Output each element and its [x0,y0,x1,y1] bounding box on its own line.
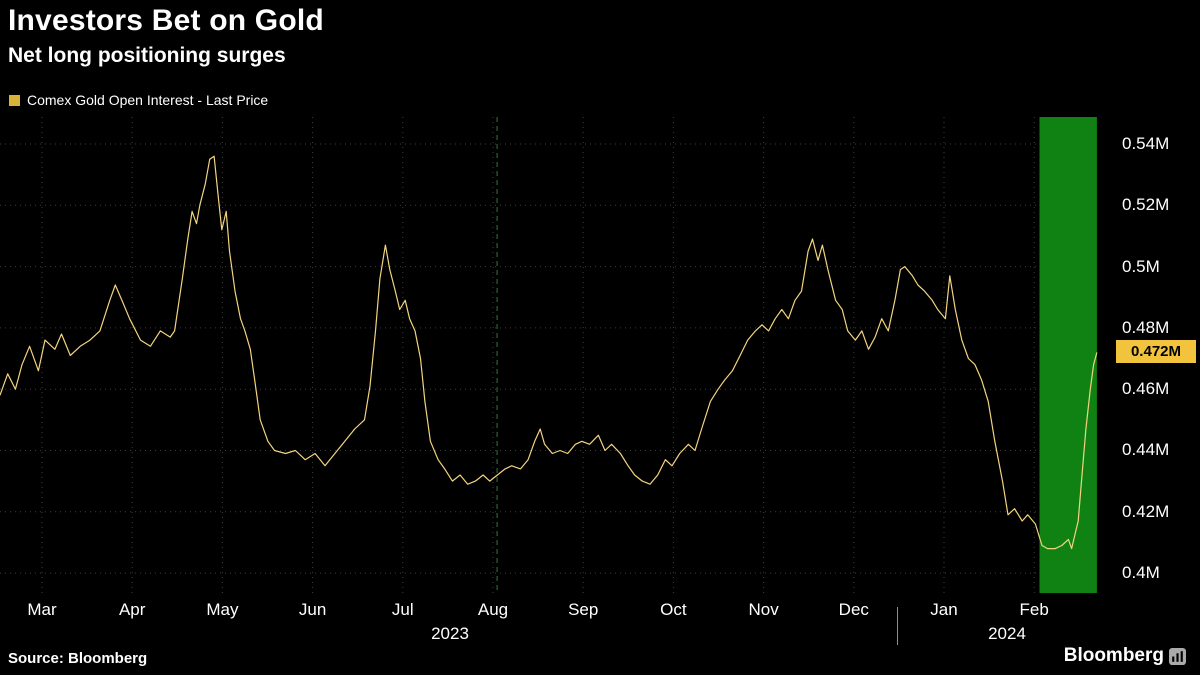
legend-label: Comex Gold Open Interest - Last Price [27,92,269,108]
chart-subtitle: Net long positioning surges [8,44,286,67]
chart-title: Investors Bet on Gold [8,4,324,37]
legend-swatch [9,94,20,106]
y-axis-label: 0.54M [1122,133,1170,153]
year-label: 2023 [431,624,469,643]
x-axis-label: Jan [930,600,958,619]
y-axis-label: 0.44M [1122,440,1170,460]
y-axis-label: 0.46M [1122,379,1170,399]
legend: Comex Gold Open Interest - Last Price [9,92,268,108]
x-axis-label: Jun [298,600,327,619]
x-axis-label: Mar [27,600,57,619]
y-axis-label: 0.52M [1122,195,1170,215]
x-axis-label: Jul [391,600,414,619]
x-axis-label: Feb [1019,600,1049,619]
x-axis-label: Nov [748,600,779,619]
x-axis-label: Dec [838,600,869,619]
bloomberg-logo: Bloomberg [1064,645,1186,667]
x-axis-label: May [206,600,239,619]
source-note: Source: Bloomberg [8,650,148,667]
x-axis-label: Sep [568,600,599,619]
y-axis-label: 0.48M [1122,317,1170,337]
last-price-badge: 0.472M [1116,340,1196,364]
y-axis-label: 0.4M [1122,563,1160,583]
price-line-chart[interactable] [0,117,1098,593]
bloomberg-logo-text: Bloomberg [1063,645,1164,666]
x-axis-label: Oct [660,600,687,619]
x-axis-label: Aug [477,600,509,619]
x-axis-label: Apr [118,600,146,619]
y-axis-label: 0.42M [1122,501,1170,521]
y-axis-label: 0.5M [1122,256,1160,276]
year-label: 2024 [988,624,1026,643]
bloomberg-chart-icon [1169,647,1186,665]
year-divider [897,607,898,645]
